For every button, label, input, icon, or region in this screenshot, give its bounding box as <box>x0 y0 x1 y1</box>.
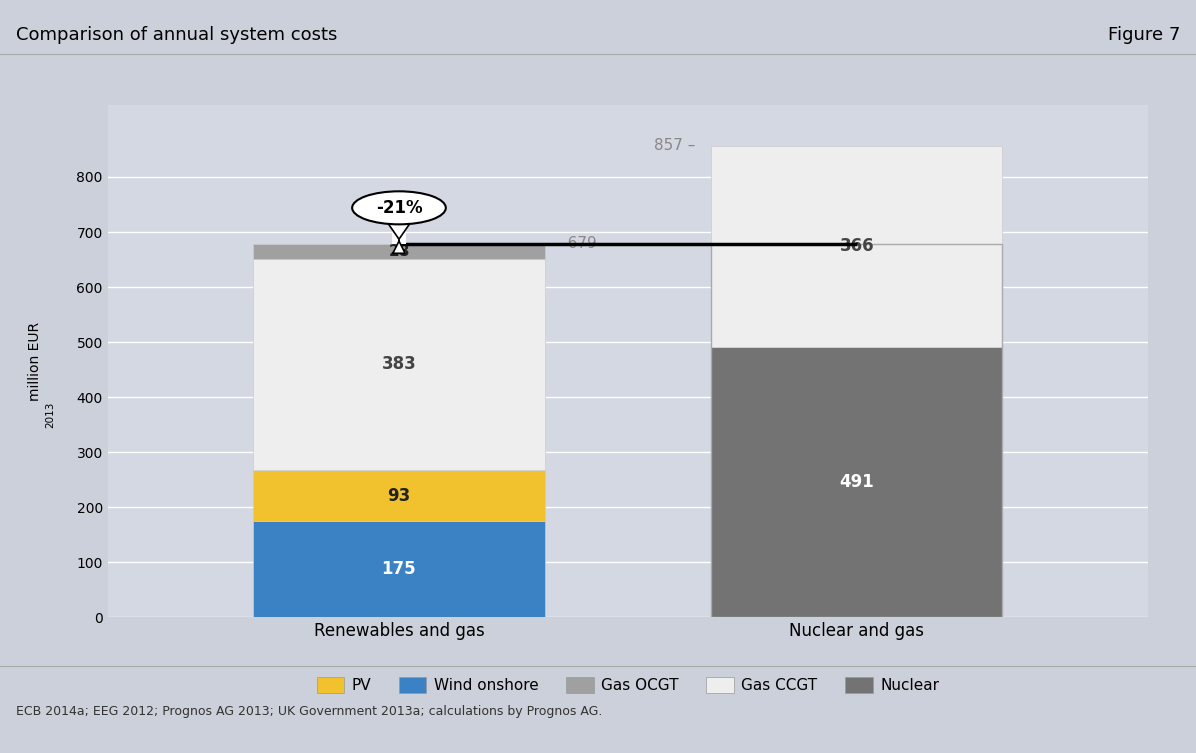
Text: Figure 7: Figure 7 <box>1107 26 1180 44</box>
Text: –679: –679 <box>560 236 597 251</box>
Bar <box>254 470 544 521</box>
Legend: PV, Wind onshore, Gas OCGT, Gas CCGT, Nuclear: PV, Wind onshore, Gas OCGT, Gas CCGT, Nu… <box>311 671 945 700</box>
Ellipse shape <box>352 191 446 224</box>
FancyArrow shape <box>388 223 410 239</box>
Text: 383: 383 <box>382 355 416 373</box>
Text: 175: 175 <box>382 560 416 578</box>
Bar <box>254 521 544 617</box>
Text: -21%: -21% <box>376 199 422 217</box>
Text: 366: 366 <box>840 237 874 255</box>
Text: 491: 491 <box>840 474 874 491</box>
Bar <box>254 244 544 259</box>
Bar <box>254 259 544 470</box>
Text: ECB 2014a; EEG 2012; Prognos AG 2013; UK Government 2013a; calculations by Progn: ECB 2014a; EEG 2012; Prognos AG 2013; UK… <box>16 705 602 718</box>
Text: 93: 93 <box>388 486 410 505</box>
Text: 857 –: 857 – <box>654 138 696 153</box>
Text: 28: 28 <box>389 244 410 259</box>
Bar <box>712 347 1002 617</box>
Text: Comparison of annual system costs: Comparison of annual system costs <box>16 26 337 44</box>
Bar <box>712 145 1002 347</box>
Text: 2013: 2013 <box>45 402 55 428</box>
Text: million EUR: million EUR <box>28 322 42 401</box>
Bar <box>712 244 1002 617</box>
